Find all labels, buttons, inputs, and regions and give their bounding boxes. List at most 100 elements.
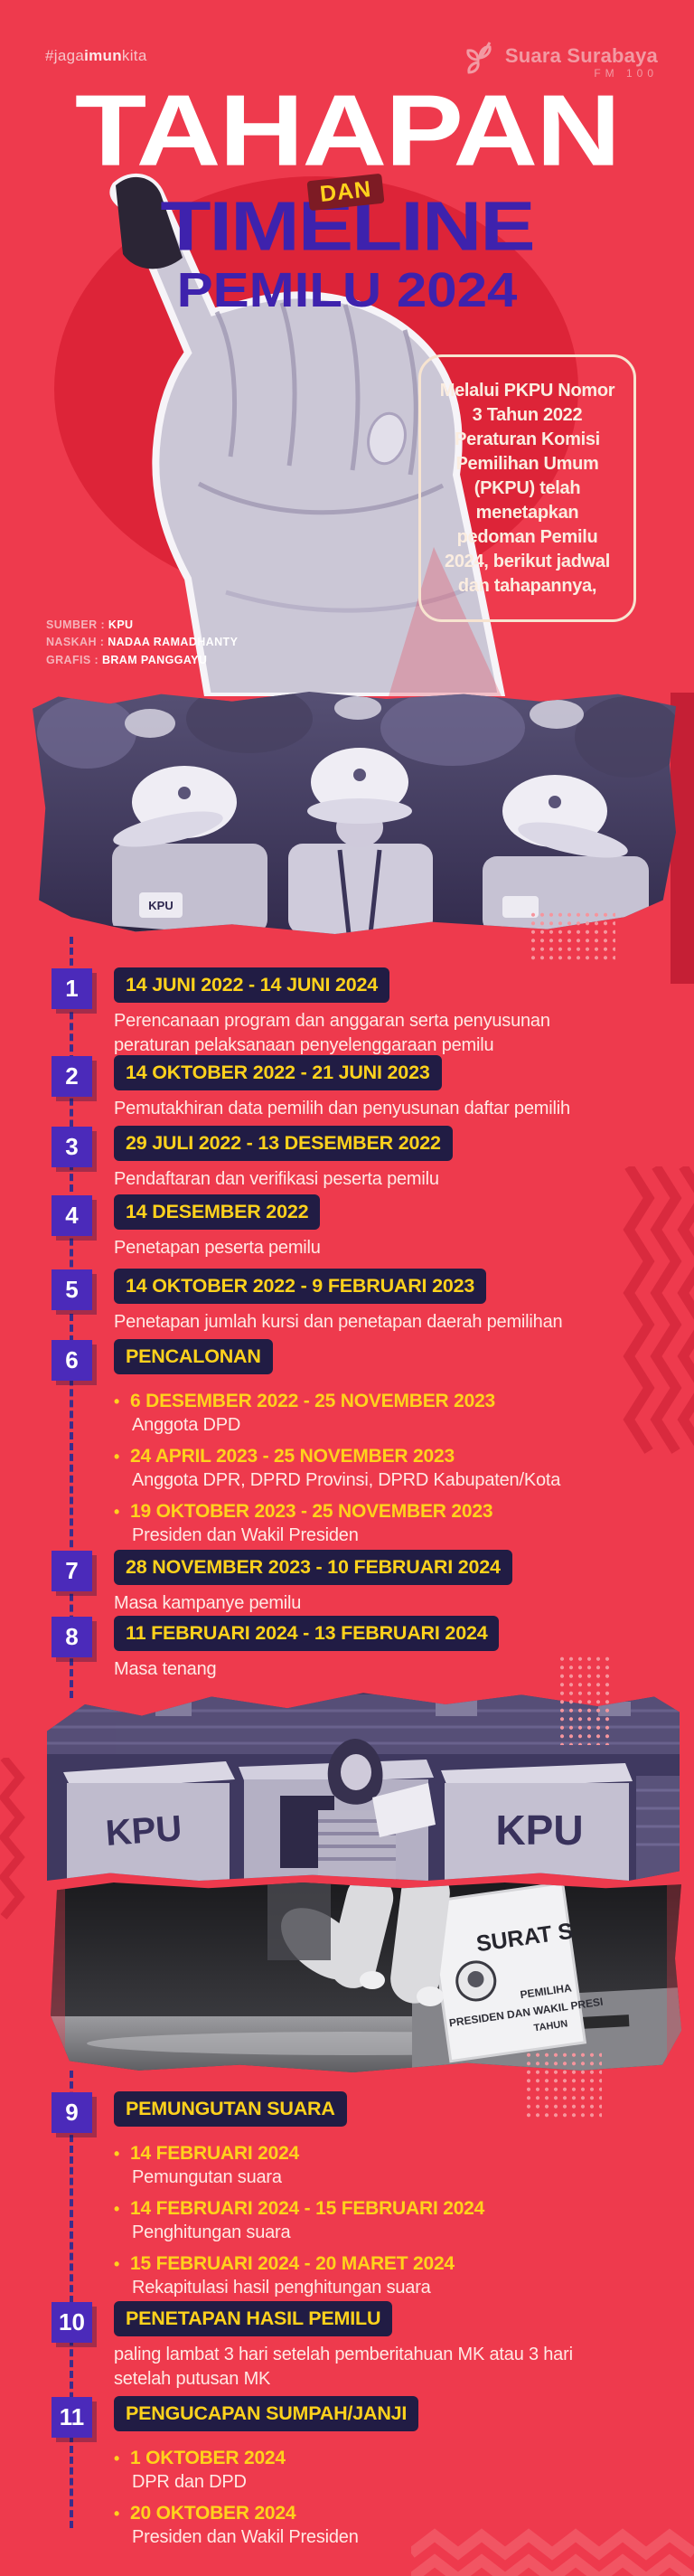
intro-box: Melalui PKPU Nomor 3 Tahun 2022 Peratura…	[418, 354, 636, 622]
bullet-icon: •	[114, 2255, 120, 2273]
timeline-item-5: 5 14 OKTOBER 2022 - 9 FEBRUARI 2023 Peneta…	[0, 1269, 694, 1335]
photo-ballot-casting: SURAT S PEMILIHA PRESIDEN DAN WAKIL PRES…	[51, 1882, 681, 2072]
timeline-item-body: 14 DESEMBER 2022 Penetapan peserta pemilu	[114, 1194, 649, 1260]
timeline-description: Penetapan peserta pemilu	[114, 1238, 321, 1258]
zigzag-pattern-left	[0, 1758, 25, 1920]
timeline-item-body: PENGUCAPAN SUMPAH/JANJI • 1 OKTOBER 2024 DP…	[114, 2396, 649, 2548]
bullet-icon: •	[114, 1503, 120, 1521]
sub-entry-date: 20 OKTOBER 2024	[130, 2503, 296, 2524]
credit-label: SUMBER :	[46, 618, 106, 631]
sub-entry-description: DPR dan DPD	[132, 2472, 247, 2492]
credit-label: NASKAH :	[46, 636, 105, 649]
timeline-item-7: 7 28 NOVEMBER 2023 - 10 FEBRUARI 2024 Masa…	[0, 1550, 694, 1616]
officer-vest-patch-label: KPU	[148, 899, 173, 912]
timeline-item-11: 11 PENGUCAPAN SUMPAH/JANJI • 1 OKTOBER 2024…	[0, 2396, 694, 2548]
title-line-tahapan: TAHAPAN	[74, 73, 621, 187]
credit-value: BRAM PANGGAYU	[101, 653, 208, 666]
chevron-pattern-right	[623, 1166, 694, 1454]
brand-block: Suara Surabaya FM 100	[460, 40, 658, 84]
timeline-description: Perencanaan program dan anggaran serta p…	[114, 1011, 550, 1055]
credit-value: NADAA RAMADHANTY	[108, 636, 239, 649]
photo-election-officers: KPU	[33, 692, 676, 934]
timeline-item-body: 14 OKTOBER 2022 - 9 FEBRUARI 2023 Penetap…	[114, 1269, 649, 1335]
timeline-item-2: 2 14 OKTOBER 2022 - 21 JUNI 2023 Pemutakhi…	[0, 1055, 694, 1121]
brand-frequency: FM 100	[594, 66, 658, 80]
timeline-item-6: 6 PENCALONAN • 6 DESEMBER 2022 - 25 NOVEMBE…	[0, 1339, 694, 1546]
timeline-description: paling lambat 3 hari setelah pemberitahu…	[114, 2345, 573, 2389]
sub-entry-description: Presiden dan Wakil Presiden	[132, 1525, 359, 1545]
photo-voting-booths: KPU KPU	[47, 1693, 680, 1881]
ballot-line3: TAHUN	[533, 2018, 568, 2033]
sub-entry-description: Penghitungan suara	[132, 2222, 291, 2242]
title-line-pemilu: PEMILU 2024	[176, 262, 518, 317]
timeline-item-number: 4	[52, 1195, 92, 1236]
timeline-date-badge: 29 JULI 2022 - 13 DESEMBER 2022	[114, 1126, 453, 1161]
bullet-icon: •	[114, 1448, 120, 1466]
hashtag-bold: imun	[84, 47, 122, 64]
bullet-icon: •	[114, 2505, 120, 2523]
timeline-item-number: 8	[52, 1617, 92, 1657]
timeline-sub-entry: • 20 OKTOBER 2024 Presiden dan Wakil Presi…	[114, 2503, 649, 2548]
timeline-sub-entry: • 1 OKTOBER 2024 DPR dan DPD	[114, 2448, 649, 2493]
timeline-item-body: PENETAPAN HASIL PEMILU paling lambat 3 ha…	[114, 2301, 649, 2391]
timeline-date-badge: 14 JUNI 2022 - 14 JUNI 2024	[114, 967, 390, 1003]
timeline-description: Pendaftaran dan verifikasi peserta pemil…	[114, 1169, 439, 1189]
timeline-item-body: PENCALONAN • 6 DESEMBER 2022 - 25 NOVEMBER…	[114, 1339, 649, 1546]
sub-entry-date: 1 OKTOBER 2024	[130, 2448, 286, 2468]
sub-entry-date: 14 FEBRUARI 2024	[130, 2143, 300, 2164]
timeline-title-badge: PENETAPAN HASIL PEMILU	[114, 2301, 393, 2336]
timeline-date-badge: 14 OKTOBER 2022 - 21 JUNI 2023	[114, 1055, 442, 1090]
sub-entry-description: Presiden dan Wakil Presiden	[132, 2527, 359, 2547]
timeline-title-badge: PEMUNGUTAN SUARA	[114, 2091, 347, 2127]
timeline-sub-entry: • 19 OKTOBER 2023 - 25 NOVEMBER 2023 Presi…	[114, 1501, 649, 1546]
credit-row-sumber: SUMBER : KPU	[46, 617, 238, 634]
credit-label: GRAFIS :	[46, 653, 99, 666]
credits-block: SUMBER : KPU NASKAH : NADAA RAMADHANTY G…	[46, 617, 238, 669]
booth-kpu-label-right: KPU	[495, 1807, 583, 1854]
timeline-date-badge: 28 NOVEMBER 2023 - 10 FEBRUARI 2024	[114, 1550, 512, 1585]
bullet-icon: •	[114, 1392, 120, 1411]
timeline-item-body: 14 JUNI 2022 - 14 JUNI 2024 Perencanaan p…	[114, 967, 649, 1057]
timeline-title-badge: PENGUCAPAN SUMPAH/JANJI	[114, 2396, 419, 2431]
sub-entry-description: Anggota DPD	[132, 1415, 241, 1435]
timeline-item-body: 14 OKTOBER 2022 - 21 JUNI 2023 Pemutakhir…	[114, 1055, 649, 1121]
timeline-item-number: 1	[52, 968, 92, 1009]
timeline-item-body: PEMUNGUTAN SUARA • 14 FEBRUARI 2024 Pemungu…	[114, 2091, 649, 2298]
timeline-sub-entry: • 24 APRIL 2023 - 25 NOVEMBER 2023 Anggota…	[114, 1446, 649, 1491]
hashtag-prefix: #jaga	[45, 47, 85, 64]
timeline-description: Masa kampanye pemilu	[114, 1593, 302, 1613]
intro-text: Melalui PKPU Nomor 3 Tahun 2022 Peratura…	[439, 380, 615, 596]
timeline-item-4: 4 14 DESEMBER 2022 Penetapan peserta pemil…	[0, 1194, 694, 1260]
timeline-date-badge: 11 FEBRUARI 2024 - 13 FEBRUARI 2024	[114, 1616, 500, 1651]
sub-entry-date: 24 APRIL 2023 - 25 NOVEMBER 2023	[130, 1446, 455, 1467]
sub-entry-date: 19 OKTOBER 2023 - 25 NOVEMBER 2023	[130, 1501, 493, 1522]
credit-value: KPU	[108, 618, 134, 631]
timeline-item-number: 10	[52, 2302, 92, 2343]
brand-name: Suara Surabaya	[504, 43, 658, 67]
timeline-item-number: 5	[52, 1269, 92, 1310]
timeline-item-1: 1 14 JUNI 2022 - 14 JUNI 2024 Perencanaan …	[0, 967, 694, 1057]
dots-pattern	[524, 2051, 602, 2119]
bullet-icon: •	[114, 2200, 120, 2218]
sub-entry-description: Anggota DPR, DPRD Provinsi, DPRD Kabupat…	[132, 1470, 561, 1490]
sub-entry-description: Pemungutan suara	[132, 2167, 282, 2187]
timeline-sub-entry: • 14 FEBRUARI 2024 Pemungutan suara	[114, 2143, 649, 2188]
timeline-description: Penetapan jumlah kursi dan penetapan dae…	[114, 1312, 563, 1332]
timeline-item-3: 3 29 JULI 2022 - 13 DESEMBER 2022 Pendafta…	[0, 1126, 694, 1192]
timeline-item-number: 9	[52, 2092, 92, 2133]
timeline-item-9: 9 PEMUNGUTAN SUARA • 14 FEBRUARI 2024 Pemung…	[0, 2091, 694, 2298]
dots-pattern	[558, 1655, 610, 1745]
sub-entry-description: Rekapitulasi hasil penghitungan suara	[132, 2278, 431, 2298]
timeline-item-number: 3	[52, 1127, 92, 1167]
timeline-item-body: 29 JULI 2022 - 13 DESEMBER 2022 Pendaftar…	[114, 1126, 649, 1192]
timeline-dashed-line	[70, 2071, 73, 2528]
zigzag-pattern-bottom	[411, 2528, 694, 2576]
hashtag-label: #jagaimunkita	[45, 47, 147, 65]
bullet-icon: •	[114, 2449, 120, 2467]
timeline-description: Masa tenang	[114, 1659, 217, 1679]
credit-row-grafis: GRAFIS : BRAM PANGGAYU	[46, 652, 238, 669]
timeline-date-badge: 14 DESEMBER 2022	[114, 1194, 321, 1230]
sub-entry-date: 14 FEBRUARI 2024 - 15 FEBRUARI 2024	[130, 2198, 485, 2219]
timeline-sub-entry: • 15 FEBRUARI 2024 - 20 MARET 2024 Rekapit…	[114, 2253, 649, 2298]
timeline-item-body: 28 NOVEMBER 2023 - 10 FEBRUARI 2024 Masa …	[114, 1550, 649, 1616]
